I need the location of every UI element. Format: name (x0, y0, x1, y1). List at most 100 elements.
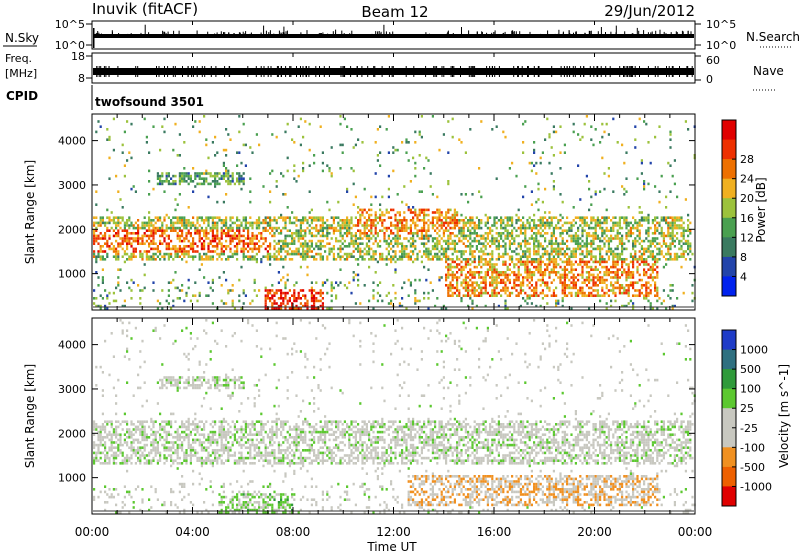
heatmap-cell (315, 252, 318, 256)
heatmap-cell (222, 200, 225, 204)
heatmap-cell (200, 237, 203, 240)
heatmap-cell (372, 221, 375, 225)
heatmap-cell (588, 224, 591, 227)
heatmap-cell (519, 224, 522, 227)
heatmap-cell (656, 221, 659, 225)
nsky-spike (378, 31, 380, 38)
heatmap-cell (258, 232, 261, 235)
heatmap-cell (156, 172, 159, 175)
heatmap-cell (660, 302, 663, 305)
heatmap-cell (324, 221, 327, 225)
heatmap-cell (110, 433, 113, 436)
heatmap-cell (132, 232, 135, 235)
heatmap-cell (416, 252, 419, 256)
heatmap-cell (271, 169, 274, 173)
heatmap-cell (453, 226, 456, 230)
heatmap-cell (302, 135, 305, 139)
heatmap-cell (504, 237, 507, 240)
heatmap-cell (110, 420, 113, 423)
heatmap-cell (264, 289, 267, 292)
heatmap-cell (93, 255, 96, 258)
heatmap-cell (405, 224, 408, 227)
heatmap-cell (425, 213, 428, 217)
heatmap-cell (460, 232, 463, 235)
heatmap-cell (220, 299, 223, 303)
heatmap-cell (519, 245, 522, 248)
heatmap-cell (379, 258, 382, 261)
heatmap-cell (178, 289, 181, 292)
heatmap-cell (273, 219, 276, 222)
heatmap-cell (484, 213, 487, 217)
heatmap-cell (117, 242, 120, 245)
heatmap-cell (106, 229, 109, 232)
heatmap-cell (284, 219, 287, 222)
heatmap-cell (662, 216, 665, 219)
heatmap-cell (108, 430, 111, 434)
heatmap-cell (299, 265, 302, 269)
heatmap-cell (282, 302, 285, 305)
heatmap-cell (561, 304, 564, 308)
heatmap-cell (687, 245, 690, 248)
heatmap-cell (447, 263, 450, 266)
heatmap-cell (585, 221, 588, 225)
heatmap-cell (544, 211, 547, 214)
heatmap-cell (269, 242, 272, 245)
heatmap-cell (451, 265, 454, 269)
heatmap-cell (423, 221, 426, 225)
heatmap-cell (577, 239, 580, 243)
heatmap-cell (350, 216, 353, 219)
heatmap-cell (101, 258, 104, 261)
heatmap-cell (656, 294, 659, 297)
heatmap-cell (671, 174, 674, 178)
heatmap-cell (231, 304, 234, 308)
heatmap-cell (517, 271, 520, 274)
heatmap-cell (115, 402, 118, 405)
heatmap-cell (522, 297, 525, 300)
heatmap-cell (343, 258, 346, 261)
heatmap-cell (335, 226, 338, 230)
heatmap-cell (574, 286, 577, 290)
heatmap-cell (625, 263, 628, 266)
heatmap-cell (535, 284, 538, 287)
heatmap-cell (238, 232, 241, 235)
heatmap-cell (110, 242, 113, 245)
heatmap-cell (612, 250, 615, 253)
heatmap-cell (504, 291, 507, 295)
heatmap-cell (152, 242, 155, 245)
heatmap-cell (189, 232, 192, 235)
heatmap-cell (407, 232, 410, 235)
heatmap-cell (269, 255, 272, 258)
heatmap-cell (522, 221, 525, 225)
heatmap-cell (99, 294, 102, 297)
heatmap-cell (156, 174, 159, 178)
heatmap-cell (282, 216, 285, 219)
heatmap-cell (284, 304, 287, 308)
heatmap-cell (515, 234, 518, 238)
heatmap-cell (126, 281, 129, 284)
heatmap-cell (493, 286, 496, 290)
heatmap-cell (350, 291, 353, 295)
heatmap-cell (233, 221, 236, 225)
heatmap-cell (596, 216, 599, 219)
heatmap-cell (128, 237, 131, 240)
heatmap-cell (643, 250, 646, 253)
heatmap-cell (473, 226, 476, 230)
nave-spike (672, 66, 674, 77)
heatmap-cell (214, 237, 217, 240)
heatmap-cell (352, 271, 355, 274)
heatmap-cell (178, 216, 181, 219)
heatmap-cell (656, 226, 659, 230)
heatmap-cell (286, 299, 289, 303)
heatmap-cell (632, 232, 635, 235)
heatmap-cell (170, 252, 173, 256)
heatmap-cell (101, 371, 104, 374)
heatmap-cell (489, 281, 492, 284)
heatmap-cell (205, 219, 208, 222)
heatmap-cell (412, 156, 415, 160)
heatmap-cell (552, 242, 555, 245)
heatmap-cell (605, 250, 608, 253)
heatmap-cell (99, 462, 102, 465)
heatmap-cell (319, 291, 322, 295)
nave-spike (296, 66, 297, 77)
heatmap-cell (656, 273, 659, 277)
